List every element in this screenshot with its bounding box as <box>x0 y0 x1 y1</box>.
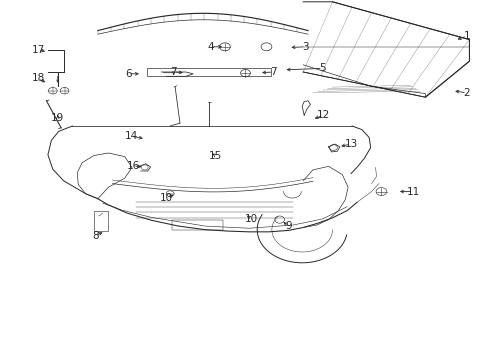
Bar <box>146 68 271 76</box>
Text: 2: 2 <box>463 88 469 98</box>
Text: 17: 17 <box>31 45 45 55</box>
Text: 8: 8 <box>92 231 99 241</box>
Text: 7: 7 <box>170 67 177 77</box>
Text: 10: 10 <box>245 214 258 224</box>
Text: 7: 7 <box>270 67 277 77</box>
Text: 4: 4 <box>206 42 213 52</box>
Text: 14: 14 <box>124 131 138 141</box>
Bar <box>172 220 223 230</box>
Text: 16: 16 <box>126 161 140 171</box>
Text: 11: 11 <box>406 186 419 197</box>
Text: 10: 10 <box>160 193 172 203</box>
Text: 18: 18 <box>31 73 45 84</box>
Text: 15: 15 <box>208 150 222 161</box>
Text: 5: 5 <box>319 63 325 73</box>
Text: 12: 12 <box>316 110 330 120</box>
Text: 13: 13 <box>344 139 357 149</box>
Bar <box>94 211 107 231</box>
Text: 19: 19 <box>51 113 64 123</box>
Text: 3: 3 <box>302 42 308 52</box>
Text: 1: 1 <box>463 31 469 41</box>
Text: 9: 9 <box>285 221 291 231</box>
Text: 6: 6 <box>124 69 131 79</box>
